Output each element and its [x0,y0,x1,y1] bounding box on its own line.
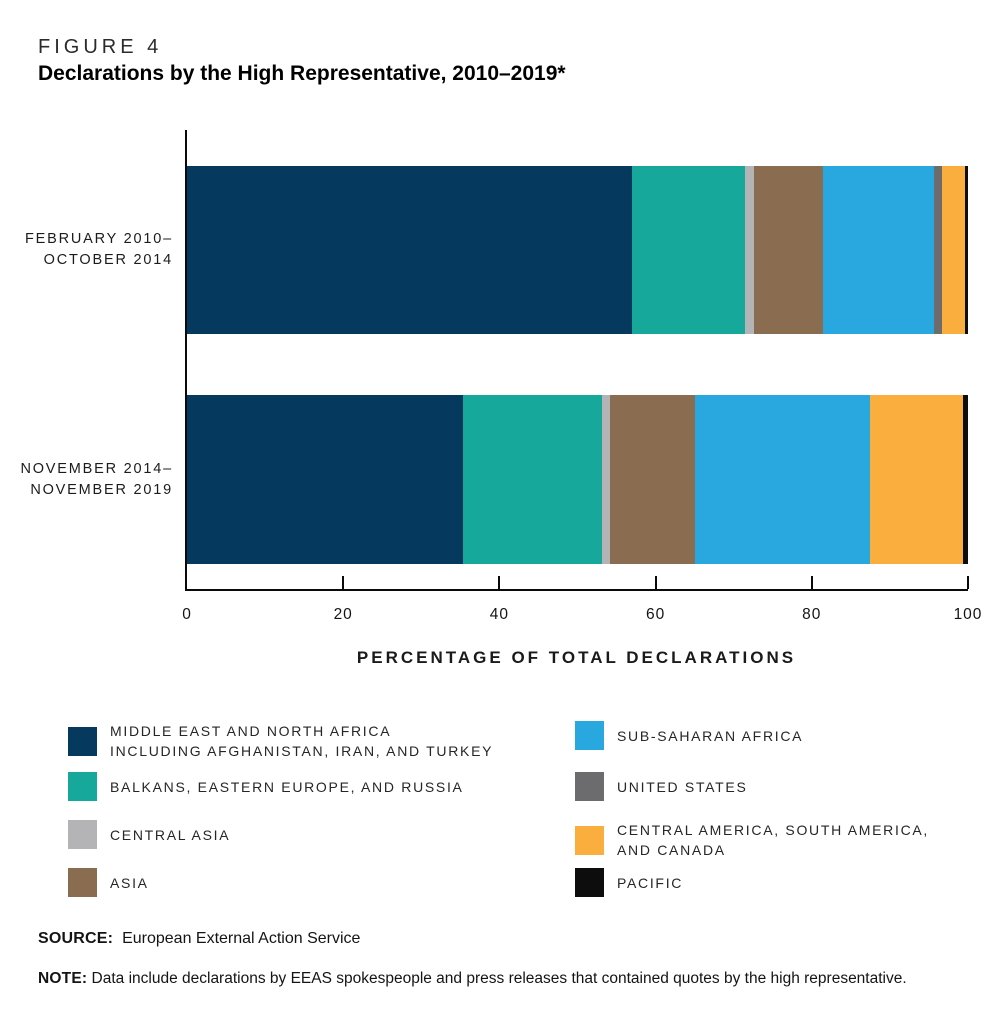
segment-mena-nov-2014-nov-2019 [187,395,464,564]
legend-label-central-asia: CENTRAL ASIA [110,825,230,845]
figure-title: Declarations by the High Representative,… [38,62,566,85]
legend-label-line: AND CANADA [617,842,726,858]
x-tick-label-0: 0 [182,606,192,623]
bar-nov-2014-nov-2019 [187,395,968,564]
x-tick-80 [810,576,813,589]
category-label-line: NOVEMBER 2014– [20,460,173,477]
legend-swatch-americas [575,825,604,855]
note-text: Data include declarations by EEAS spokes… [91,970,907,987]
x-tick-label-20: 20 [333,606,353,623]
legend-label-line: CENTRAL AMERICA, SOUTH AMERICA, [617,822,930,838]
legend-label-asia: ASIA [110,873,149,893]
legend-item-united-states: UNITED STATES [575,772,747,801]
legend-swatch-central-asia [68,820,97,849]
segment-pacific-feb-2010-oct-2014 [964,166,968,334]
legend-label-line: INCLUDING AFGHANISTAN, IRAN, AND TURKEY [110,743,494,759]
legend-item-americas: CENTRAL AMERICA, SOUTH AMERICA, AND CANAD… [575,820,929,860]
legend-swatch-balkans-eastern-europe-russia [68,772,97,801]
segment-asia-nov-2014-nov-2019 [609,395,696,564]
legend-item-central-asia: CENTRAL ASIA [68,820,230,849]
legend-label-line: ASIA [110,874,149,891]
legend-item-sub-saharan-africa: SUB-SAHARAN AFRICA [575,721,803,750]
x-tick-label-100: 100 [953,606,983,623]
legend-label-mena: MIDDLE EAST AND NORTH AFRICA INCLUDING AF… [110,721,493,761]
legend-label-line: UNITED STATES [617,778,748,795]
x-tick-label-80: 80 [802,606,822,623]
segment-americas-nov-2014-nov-2019 [870,395,964,564]
x-tick-label-40: 40 [489,606,510,623]
legend-item-balkans-eastern-europe-russia: BALKANS, EASTERN EUROPE, AND RUSSIA [68,772,464,801]
category-label-nov-2014-nov-2019: NOVEMBER 2014– NOVEMBER 2019 [0,459,173,501]
x-axis-title: PERCENTAGE OF TOTAL DECLARATIONS [356,648,797,667]
legend-label-line: SUB-SAHARAN AFRICA [617,727,804,744]
segment-central-asia-feb-2010-oct-2014 [745,166,754,334]
x-tick-100 [967,576,969,589]
legend-label-balkans-eastern-europe-russia: BALKANS, EASTERN EUROPE, AND RUSSIA [110,777,464,797]
bar-feb-2010-oct-2014 [187,166,968,334]
legend-label-line: MIDDLE EAST AND NORTH AFRICA [110,723,392,739]
legend-swatch-asia [68,868,97,897]
legend-swatch-united-states [575,772,604,801]
segment-central-asia-nov-2014-nov-2019 [601,395,610,564]
source-line: SOURCE: European External Action Service [38,930,360,948]
segment-americas-feb-2010-oct-2014 [942,166,965,334]
legend-label-americas: CENTRAL AMERICA, SOUTH AMERICA, AND CANAD… [617,820,929,860]
legend: MIDDLE EAST AND NORTH AFRICA INCLUDING AF… [68,718,968,908]
segment-asia-feb-2010-oct-2014 [753,166,823,334]
legend-item-pacific: PACIFIC [575,868,683,897]
figure-label: FIGURE 4 [38,36,163,58]
segment-pacific-nov-2014-nov-2019 [963,395,968,564]
legend-item-mena: MIDDLE EAST AND NORTH AFRICA INCLUDING AF… [68,721,493,761]
x-tick-label-60: 60 [645,606,666,623]
x-tick-20 [342,576,345,589]
category-label-feb-2010-oct-2014: FEBRUARY 2010– OCTOBER 2014 [0,229,173,271]
category-label-line: OCTOBER 2014 [43,252,173,268]
segment-mena-feb-2010-oct-2014 [187,166,633,334]
category-label-line: NOVEMBER 2019 [30,481,173,498]
legend-label-united-states: UNITED STATES [617,777,747,797]
legend-swatch-sub-saharan-africa [575,721,604,750]
x-tick-40 [498,576,501,589]
segment-united-states-feb-2010-oct-2014 [934,166,943,334]
legend-label-sub-saharan-africa: SUB-SAHARAN AFRICA [617,726,803,746]
note-label: NOTE: [38,970,88,987]
legend-swatch-pacific [575,868,604,897]
note-line: NOTE: Data include declarations by EEAS … [38,970,907,988]
source-text: European External Action Service [122,930,361,947]
legend-label-pacific: PACIFIC [617,873,683,893]
source-label: SOURCE: [38,930,114,947]
legend-label-line: PACIFIC [617,874,684,891]
x-tick-60 [654,576,657,589]
legend-swatch-mena [68,726,97,756]
category-label-line: FEBRUARY 2010– [25,231,173,247]
segment-balkans-eastern-europe-russia-feb-2010-oct-2014 [632,166,746,334]
legend-label-line: BALKANS, EASTERN EUROPE, AND RUSSIA [110,778,464,795]
plot-area: 0 20 40 60 80 100 [182,130,981,623]
legend-label-line: CENTRAL ASIA [110,826,231,843]
category-labels: FEBRUARY 2010– OCTOBER 2014 NOVEMBER 2014–… [0,130,173,591]
segment-balkans-eastern-europe-russia-nov-2014-nov-2019 [463,395,602,564]
segment-sub-saharan-africa-nov-2014-nov-2019 [695,395,871,564]
legend-item-asia: ASIA [68,868,149,897]
segment-sub-saharan-africa-feb-2010-oct-2014 [822,166,935,334]
